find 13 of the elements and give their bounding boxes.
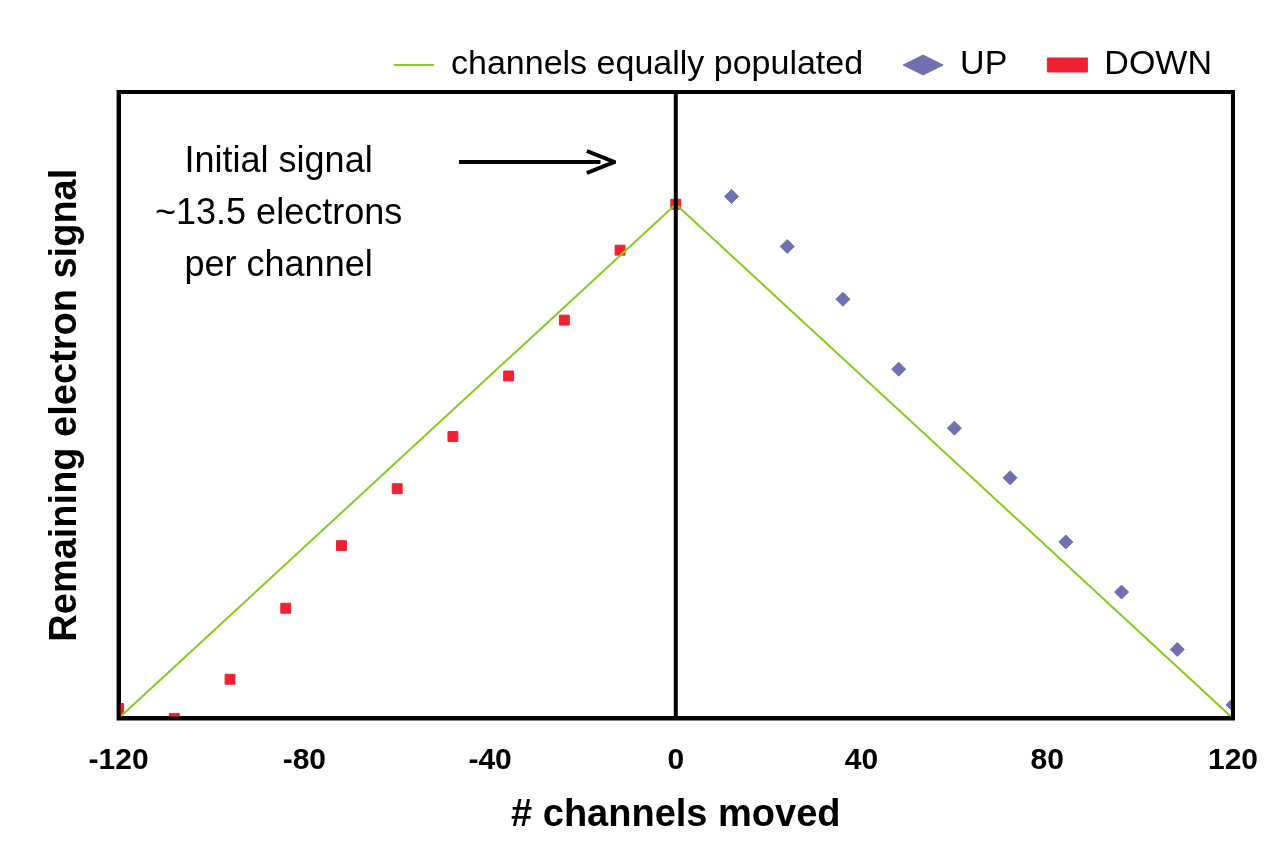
x-tick-label: -120: [88, 741, 149, 775]
annotation: Initial signal ~13.5 electrons per channel: [155, 138, 403, 284]
x-tick-label: 120: [1207, 741, 1258, 775]
x-tick-label: -40: [468, 741, 512, 775]
legend-label: DOWN: [1104, 43, 1213, 82]
legend-label: channels equally populated: [451, 43, 864, 82]
x-axis-title: # channels moved: [511, 791, 841, 834]
x-tick-label: -80: [282, 741, 327, 775]
x-tick-label: 80: [1030, 741, 1064, 775]
x-tick-label: 0: [667, 741, 685, 775]
x-tick-label: 40: [844, 741, 879, 775]
y-axis-title: Remaining electron signal: [42, 168, 85, 642]
legend-label: UP: [960, 43, 1008, 82]
